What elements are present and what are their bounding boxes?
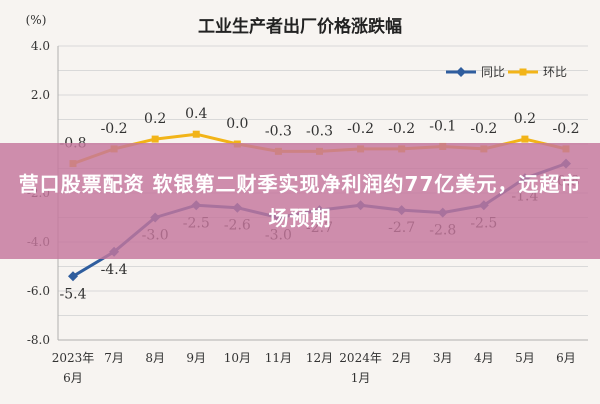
data-label: 0.2 (514, 111, 536, 127)
data-label: 0.0 (226, 116, 248, 132)
data-point (68, 271, 78, 282)
y-tick-label: -8.0 (27, 333, 50, 347)
x-tick-label: 12月 (306, 351, 333, 365)
x-tick-label: 8月 (145, 351, 165, 365)
legend-label: 同比 (481, 65, 505, 79)
legend-marker (456, 67, 466, 77)
x-tick-label: 2024年 (339, 351, 382, 365)
legend-label: 环比 (543, 65, 567, 79)
x-tick-label: 1月 (351, 371, 371, 385)
x-tick-label: 7月 (104, 351, 124, 365)
x-tick-label: 6月 (556, 351, 576, 365)
banner-headline[interactable]: 营口股票配资 软银第二财季实现净利润约77亿美元，远超市场预期 (18, 172, 582, 230)
legend: 同比 环比 (446, 65, 567, 79)
data-label: -0.2 (553, 121, 580, 137)
data-label: -0.2 (470, 121, 497, 137)
x-tick-label: 10月 (224, 351, 251, 365)
data-label: -0.3 (265, 123, 292, 139)
data-point (521, 135, 529, 143)
x-tick-label: 11月 (265, 351, 292, 365)
data-label: 0.2 (144, 111, 166, 127)
data-label: -0.2 (347, 121, 374, 137)
x-tick-label: 2023年 (52, 351, 95, 365)
data-point (151, 135, 159, 143)
x-tick-label: 6月 (63, 371, 83, 385)
x-tick-label: 5月 (515, 351, 535, 365)
legend-marker (519, 68, 527, 76)
overlay-banner[interactable]: 营口股票配资 软银第二财季实现净利润约77亿美元，远超市场预期 (0, 143, 600, 259)
y-tick-label: -6.0 (27, 284, 50, 298)
y-tick-label: 2.0 (31, 88, 50, 102)
x-tick-label: 2月 (392, 351, 412, 365)
data-label: -5.4 (60, 286, 87, 302)
data-label: -0.2 (388, 121, 415, 137)
data-label: -0.1 (429, 118, 456, 134)
y-tick-label: 4.0 (31, 39, 50, 53)
data-label: -0.2 (101, 121, 128, 137)
x-tick-label: 9月 (186, 351, 206, 365)
data-label: -4.4 (101, 262, 128, 278)
data-label: -0.3 (306, 123, 333, 139)
x-tick-label: 3月 (433, 351, 453, 365)
y-axis-unit: (%) (26, 13, 47, 27)
x-tick-label: 4月 (474, 351, 494, 365)
data-point (192, 130, 200, 138)
chart-title: 工业生产者出厂价格涨跌幅 (198, 16, 402, 37)
data-label: 0.4 (185, 106, 207, 122)
